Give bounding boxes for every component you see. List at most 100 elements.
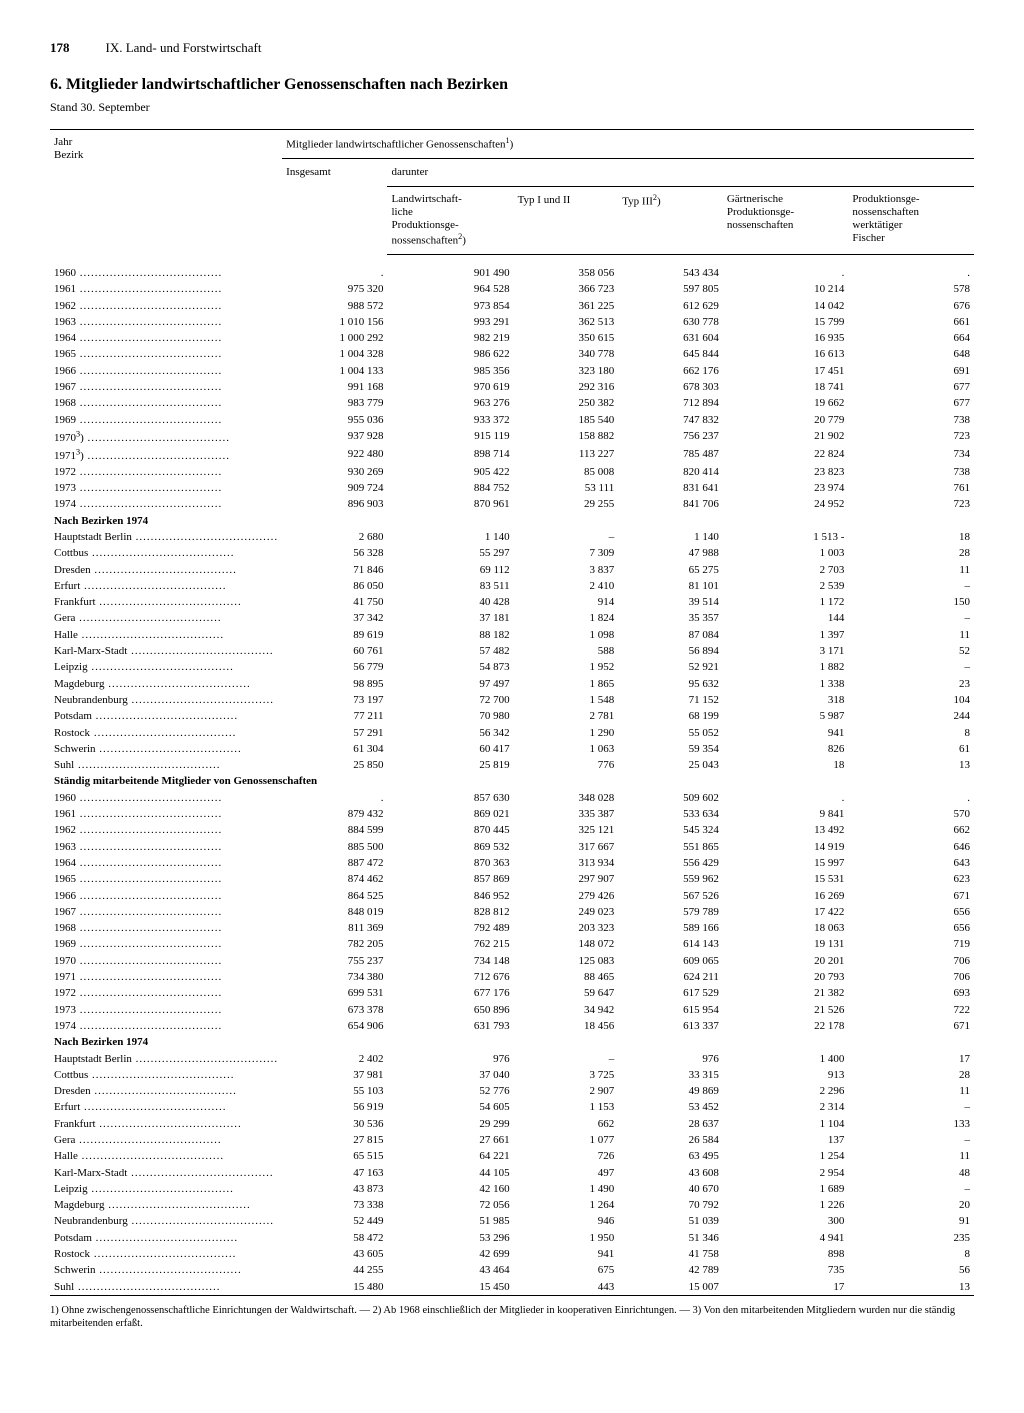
- cell-value: 898 714: [387, 446, 513, 464]
- cell-value: 976: [618, 1051, 723, 1067]
- table-row: 1967848 019828 812249 023579 78917 42265…: [50, 904, 974, 920]
- table-row: Halle65 51564 22172663 4951 25411: [50, 1148, 974, 1164]
- cell-value: 69 112: [387, 562, 513, 578]
- cell-value: 313 934: [514, 855, 619, 871]
- row-label: 1968: [50, 920, 282, 936]
- cell-value: 1 264: [514, 1197, 619, 1213]
- cell-value: 661: [848, 314, 974, 330]
- table-row: Leipzig56 77954 8731 95252 9211 882–: [50, 659, 974, 675]
- row-label: 1961: [50, 281, 282, 297]
- cell-value: 1 000 292: [282, 330, 387, 346]
- cell-value: 16 269: [723, 888, 849, 904]
- cell-value: 53 296: [387, 1230, 513, 1246]
- row-label: Neubrandenburg: [50, 692, 282, 708]
- cell-value: 23: [848, 676, 974, 692]
- cell-value: 699 531: [282, 985, 387, 1001]
- cell-value: 10 214: [723, 281, 849, 297]
- cell-value: 734 380: [282, 969, 387, 985]
- cell-value: 597 805: [618, 281, 723, 297]
- cell-value: 993 291: [387, 314, 513, 330]
- cell-value: 1 004 328: [282, 346, 387, 362]
- cell-value: 20 779: [723, 412, 849, 428]
- cell-value: 884 752: [387, 480, 513, 496]
- cell-value: 55 297: [387, 545, 513, 561]
- cell-value: 42 789: [618, 1262, 723, 1278]
- cell-value: 988 572: [282, 298, 387, 314]
- cell-value: 719: [848, 936, 974, 952]
- cell-value: 17 451: [723, 363, 849, 379]
- cell-value: 22 824: [723, 446, 849, 464]
- table-row: Dresden55 10352 7762 90749 8692 29611: [50, 1083, 974, 1099]
- cell-value: 28: [848, 545, 974, 561]
- cell-value: 70 980: [387, 708, 513, 724]
- cell-value: 37 181: [387, 610, 513, 626]
- table-row: 1960.901 490358 056543 434..: [50, 265, 974, 281]
- cell-value: 20 201: [723, 953, 849, 969]
- table-row: 19661 004 133985 356323 180662 17617 451…: [50, 363, 974, 379]
- table-row: 1974896 903870 96129 255841 70624 952723: [50, 496, 974, 512]
- cell-value: 2 680: [282, 529, 387, 545]
- row-label: 1967: [50, 904, 282, 920]
- header-span: Mitglieder landwirtschaftlicher Genossen…: [282, 130, 974, 159]
- cell-value: 497: [514, 1165, 619, 1181]
- cell-value: 9 841: [723, 806, 849, 822]
- cell-value: 297 907: [514, 871, 619, 887]
- row-label: Gera: [50, 610, 282, 626]
- cell-value: 2 781: [514, 708, 619, 724]
- cell-value: 588: [514, 643, 619, 659]
- cell-value: 47 163: [282, 1165, 387, 1181]
- cell-value: 56 342: [387, 725, 513, 741]
- cell-value: 56: [848, 1262, 974, 1278]
- cell-value: 53 452: [618, 1099, 723, 1115]
- table-row: Magdeburg98 89597 4971 86595 6321 33823: [50, 676, 974, 692]
- cell-value: 43 873: [282, 1181, 387, 1197]
- cell-value: 41 758: [618, 1246, 723, 1262]
- cell-value: 24 952: [723, 496, 849, 512]
- cell-value: 37 981: [282, 1067, 387, 1083]
- cell-value: 756 237: [618, 428, 723, 446]
- table-title: 6. Mitglieder landwirtschaftlicher Genos…: [50, 75, 974, 96]
- section-heading: Nach Bezirken 1974: [50, 1034, 974, 1050]
- cell-value: 25 043: [618, 757, 723, 773]
- row-label: 1962: [50, 298, 282, 314]
- cell-value: 874 462: [282, 871, 387, 887]
- table-row: 1963885 500869 532317 667551 86514 91964…: [50, 839, 974, 855]
- cell-value: 831 641: [618, 480, 723, 496]
- cell-value: 42 699: [387, 1246, 513, 1262]
- cell-value: 982 219: [387, 330, 513, 346]
- header-row-1: Jahr Bezirk Mitglieder landwirtschaftlic…: [50, 130, 974, 159]
- cell-value: 706: [848, 969, 974, 985]
- main-table: Jahr Bezirk Mitglieder landwirtschaftlic…: [50, 129, 974, 1296]
- header-col2-text: Landwirtschaft- liche Produktionsge- nos…: [391, 193, 461, 247]
- cell-value: 11: [848, 562, 974, 578]
- cell-value: 1 689: [723, 1181, 849, 1197]
- cell-value: 676: [848, 298, 974, 314]
- cell-value: 4 941: [723, 1230, 849, 1246]
- cell-value: 15 007: [618, 1279, 723, 1296]
- cell-value: 623: [848, 871, 974, 887]
- table-row: Cottbus37 98137 0403 72533 31591328: [50, 1067, 974, 1083]
- cell-value: 857 869: [387, 871, 513, 887]
- cell-value: 870 961: [387, 496, 513, 512]
- cell-value: 677: [848, 395, 974, 411]
- cell-value: 23 823: [723, 464, 849, 480]
- cell-value: 47 988: [618, 545, 723, 561]
- table-row: 1969955 036933 372185 540747 83220 77973…: [50, 412, 974, 428]
- cell-value: 60 761: [282, 643, 387, 659]
- cell-value: 975 320: [282, 281, 387, 297]
- cell-value: 83 511: [387, 578, 513, 594]
- row-label: 1964: [50, 855, 282, 871]
- cell-value: 677: [848, 379, 974, 395]
- cell-value: 68 199: [618, 708, 723, 724]
- cell-value: 691: [848, 363, 974, 379]
- cell-value: 18: [723, 757, 849, 773]
- row-label: Erfurt: [50, 1099, 282, 1115]
- cell-value: 88 182: [387, 627, 513, 643]
- cell-value: 148 072: [514, 936, 619, 952]
- cell-value: 95 632: [618, 676, 723, 692]
- table-row: Potsdam58 47253 2961 95051 3464 941235: [50, 1230, 974, 1246]
- cell-value: 18: [848, 529, 974, 545]
- cell-value: 71 152: [618, 692, 723, 708]
- cell-value: 946: [514, 1213, 619, 1229]
- row-label: Magdeburg: [50, 676, 282, 692]
